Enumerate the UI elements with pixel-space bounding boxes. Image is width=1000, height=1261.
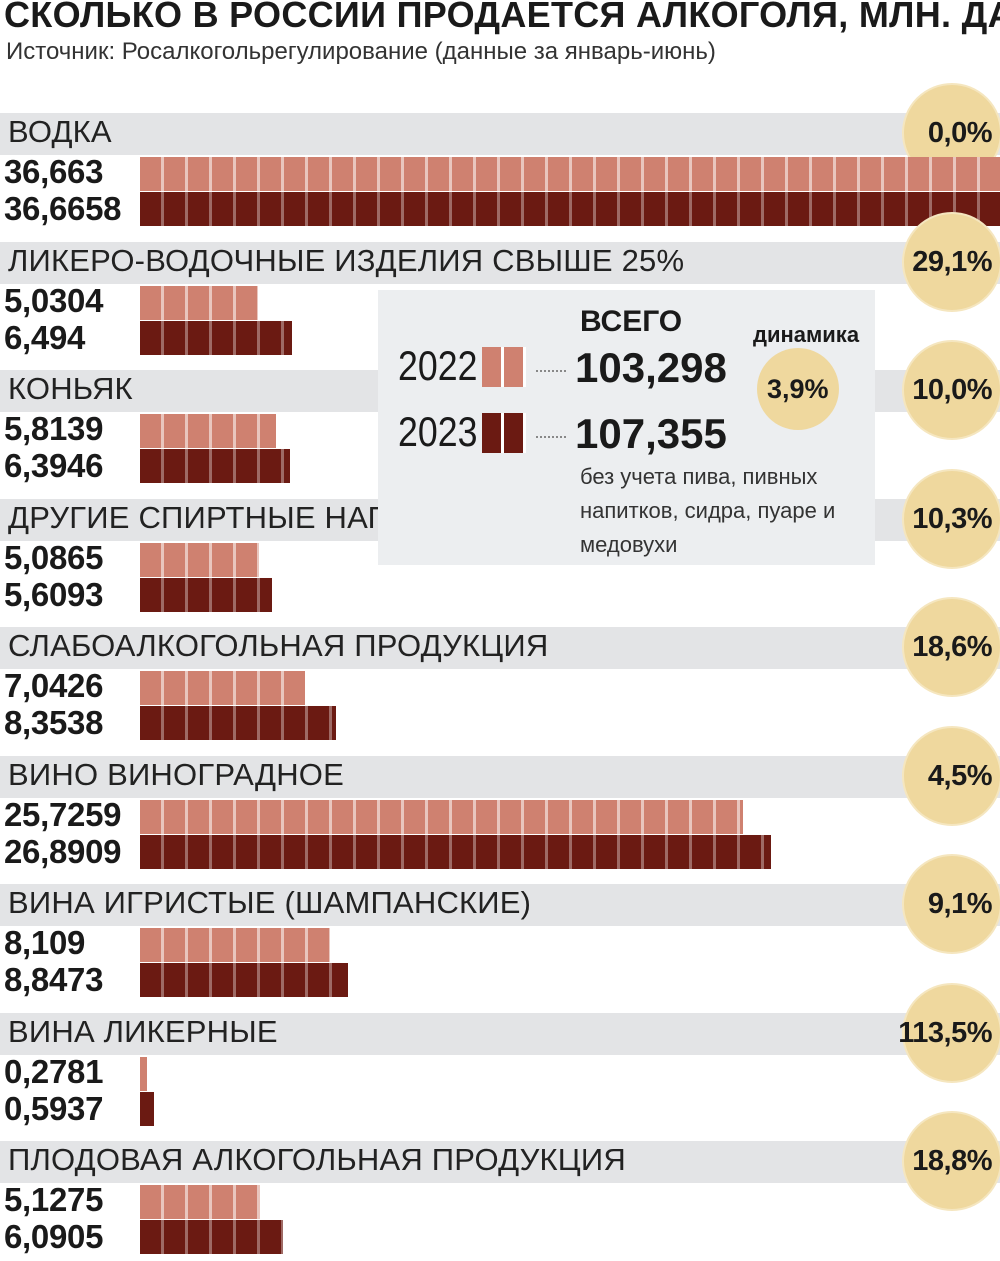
bar-2023 xyxy=(140,834,771,869)
value-2023: 8,8473 xyxy=(4,961,104,998)
change-circle xyxy=(902,597,1000,697)
bar-2023 xyxy=(140,192,1000,226)
legend-year-2023: 2023 xyxy=(398,408,478,455)
value-2023: 0,5937 xyxy=(4,1089,104,1127)
change-percent: 10,3% xyxy=(912,502,992,535)
category-label: КОНЬЯК xyxy=(8,371,133,406)
chart-title: СКОЛЬКО В РОССИИ ПРОДАЕТСЯ АЛКОГОЛЯ, МЛН… xyxy=(4,0,1000,35)
category-band xyxy=(0,884,1000,926)
bar-2022 xyxy=(140,157,1000,191)
dynamics-label: динамика xyxy=(753,322,860,347)
value-2023: 6,494 xyxy=(4,318,86,356)
bar-2022 xyxy=(140,928,331,962)
value-2022: 7,0426 xyxy=(4,667,104,704)
bar-2023 xyxy=(140,1220,283,1254)
category-label: ЛИКЕРО-ВОДОЧНЫЕ ИЗДЕЛИЯ СВЫШЕ 25% xyxy=(8,242,685,278)
total-2023: 107,355 xyxy=(575,410,727,457)
legend-year-2022: 2022 xyxy=(398,342,478,389)
dynamics-circle xyxy=(757,348,839,430)
change-percent: 10,0% xyxy=(912,374,992,406)
bar-2022 xyxy=(140,414,277,448)
change-percent: 29,1% xyxy=(912,245,992,278)
legend-leader-2023 xyxy=(536,436,566,438)
total-2022: 103,298 xyxy=(575,344,727,391)
change-percent: 18,6% xyxy=(912,631,992,663)
legend-swatch-2022 xyxy=(482,347,526,387)
bar-2022 xyxy=(140,542,260,577)
value-2023: 6,3946 xyxy=(4,447,104,484)
category-label: ВИНО ВИНОГРАДНОЕ xyxy=(8,756,344,792)
category-band xyxy=(0,755,1000,798)
change-circle xyxy=(902,340,1000,440)
change-circle xyxy=(902,982,1000,1083)
change-circle xyxy=(902,725,1000,826)
bar-2022 xyxy=(140,1056,147,1091)
bar-2023 xyxy=(140,320,293,355)
bar-2022 xyxy=(140,285,258,320)
change-percent: 18,8% xyxy=(912,1145,992,1177)
category-band xyxy=(0,241,1000,284)
change-percent: 9,1% xyxy=(927,888,993,920)
change-percent: 0,0% xyxy=(927,117,993,149)
category-band xyxy=(0,113,1000,155)
value-2023: 26,8909 xyxy=(4,832,122,870)
value-2022: 36,663 xyxy=(4,153,104,190)
bar-2023 xyxy=(140,706,336,740)
category-label: ПЛОДОВАЯ АЛКОГОЛЬНАЯ ПРОДУКЦИЯ xyxy=(8,1142,626,1177)
value-2023: 6,0905 xyxy=(4,1218,104,1255)
change-percent: 113,5% xyxy=(898,1016,992,1049)
value-2022: 25,7259 xyxy=(4,795,122,833)
category-band xyxy=(0,1012,1000,1055)
bar-2022 xyxy=(140,799,744,834)
value-2022: 8,109 xyxy=(4,924,86,961)
category-label: ВОДКА xyxy=(8,114,112,149)
bar-2023 xyxy=(140,1091,154,1126)
bar-2023 xyxy=(140,449,290,483)
value-2022: 5,0865 xyxy=(4,538,104,576)
bar-2023 xyxy=(140,577,272,612)
change-circle xyxy=(902,1111,1000,1211)
source-note: Источник: Росалкогольрегулирование (данн… xyxy=(6,38,716,65)
category-band xyxy=(0,1141,1000,1183)
value-2023: 8,3538 xyxy=(4,704,104,741)
summary-header: ВСЕГО xyxy=(580,305,683,338)
summary-footnote: без учета пива, пивных напитков, сидра, … xyxy=(580,464,836,557)
change-circle xyxy=(902,854,1000,954)
change-circle xyxy=(902,211,1000,312)
category-band xyxy=(0,627,1000,669)
value-2023: 36,6658 xyxy=(4,190,122,227)
legend-swatch-2023 xyxy=(482,413,526,453)
category-label: ВИНА ЛИКЕРНЫЕ xyxy=(8,1013,278,1049)
bar-2022 xyxy=(140,1185,261,1219)
bar-2023 xyxy=(140,963,348,997)
value-2022: 5,1275 xyxy=(4,1181,104,1218)
bar-2022 xyxy=(140,671,306,705)
value-2023: 5,6093 xyxy=(4,575,104,613)
value-2022: 5,8139 xyxy=(4,410,104,447)
category-label: СЛАБОАЛКОГОЛЬНАЯ ПРОДУКЦИЯ xyxy=(8,628,549,663)
legend-leader-2022 xyxy=(536,370,566,372)
change-circle xyxy=(902,468,1000,569)
category-label: ВИНА ИГРИСТЫЕ (ШАМПАНСКИЕ) xyxy=(8,885,532,920)
change-percent: 4,5% xyxy=(927,759,993,792)
value-2022: 5,0304 xyxy=(4,281,104,319)
dynamics-value: 3,9% xyxy=(767,374,829,404)
value-2022: 0,2781 xyxy=(4,1052,104,1090)
